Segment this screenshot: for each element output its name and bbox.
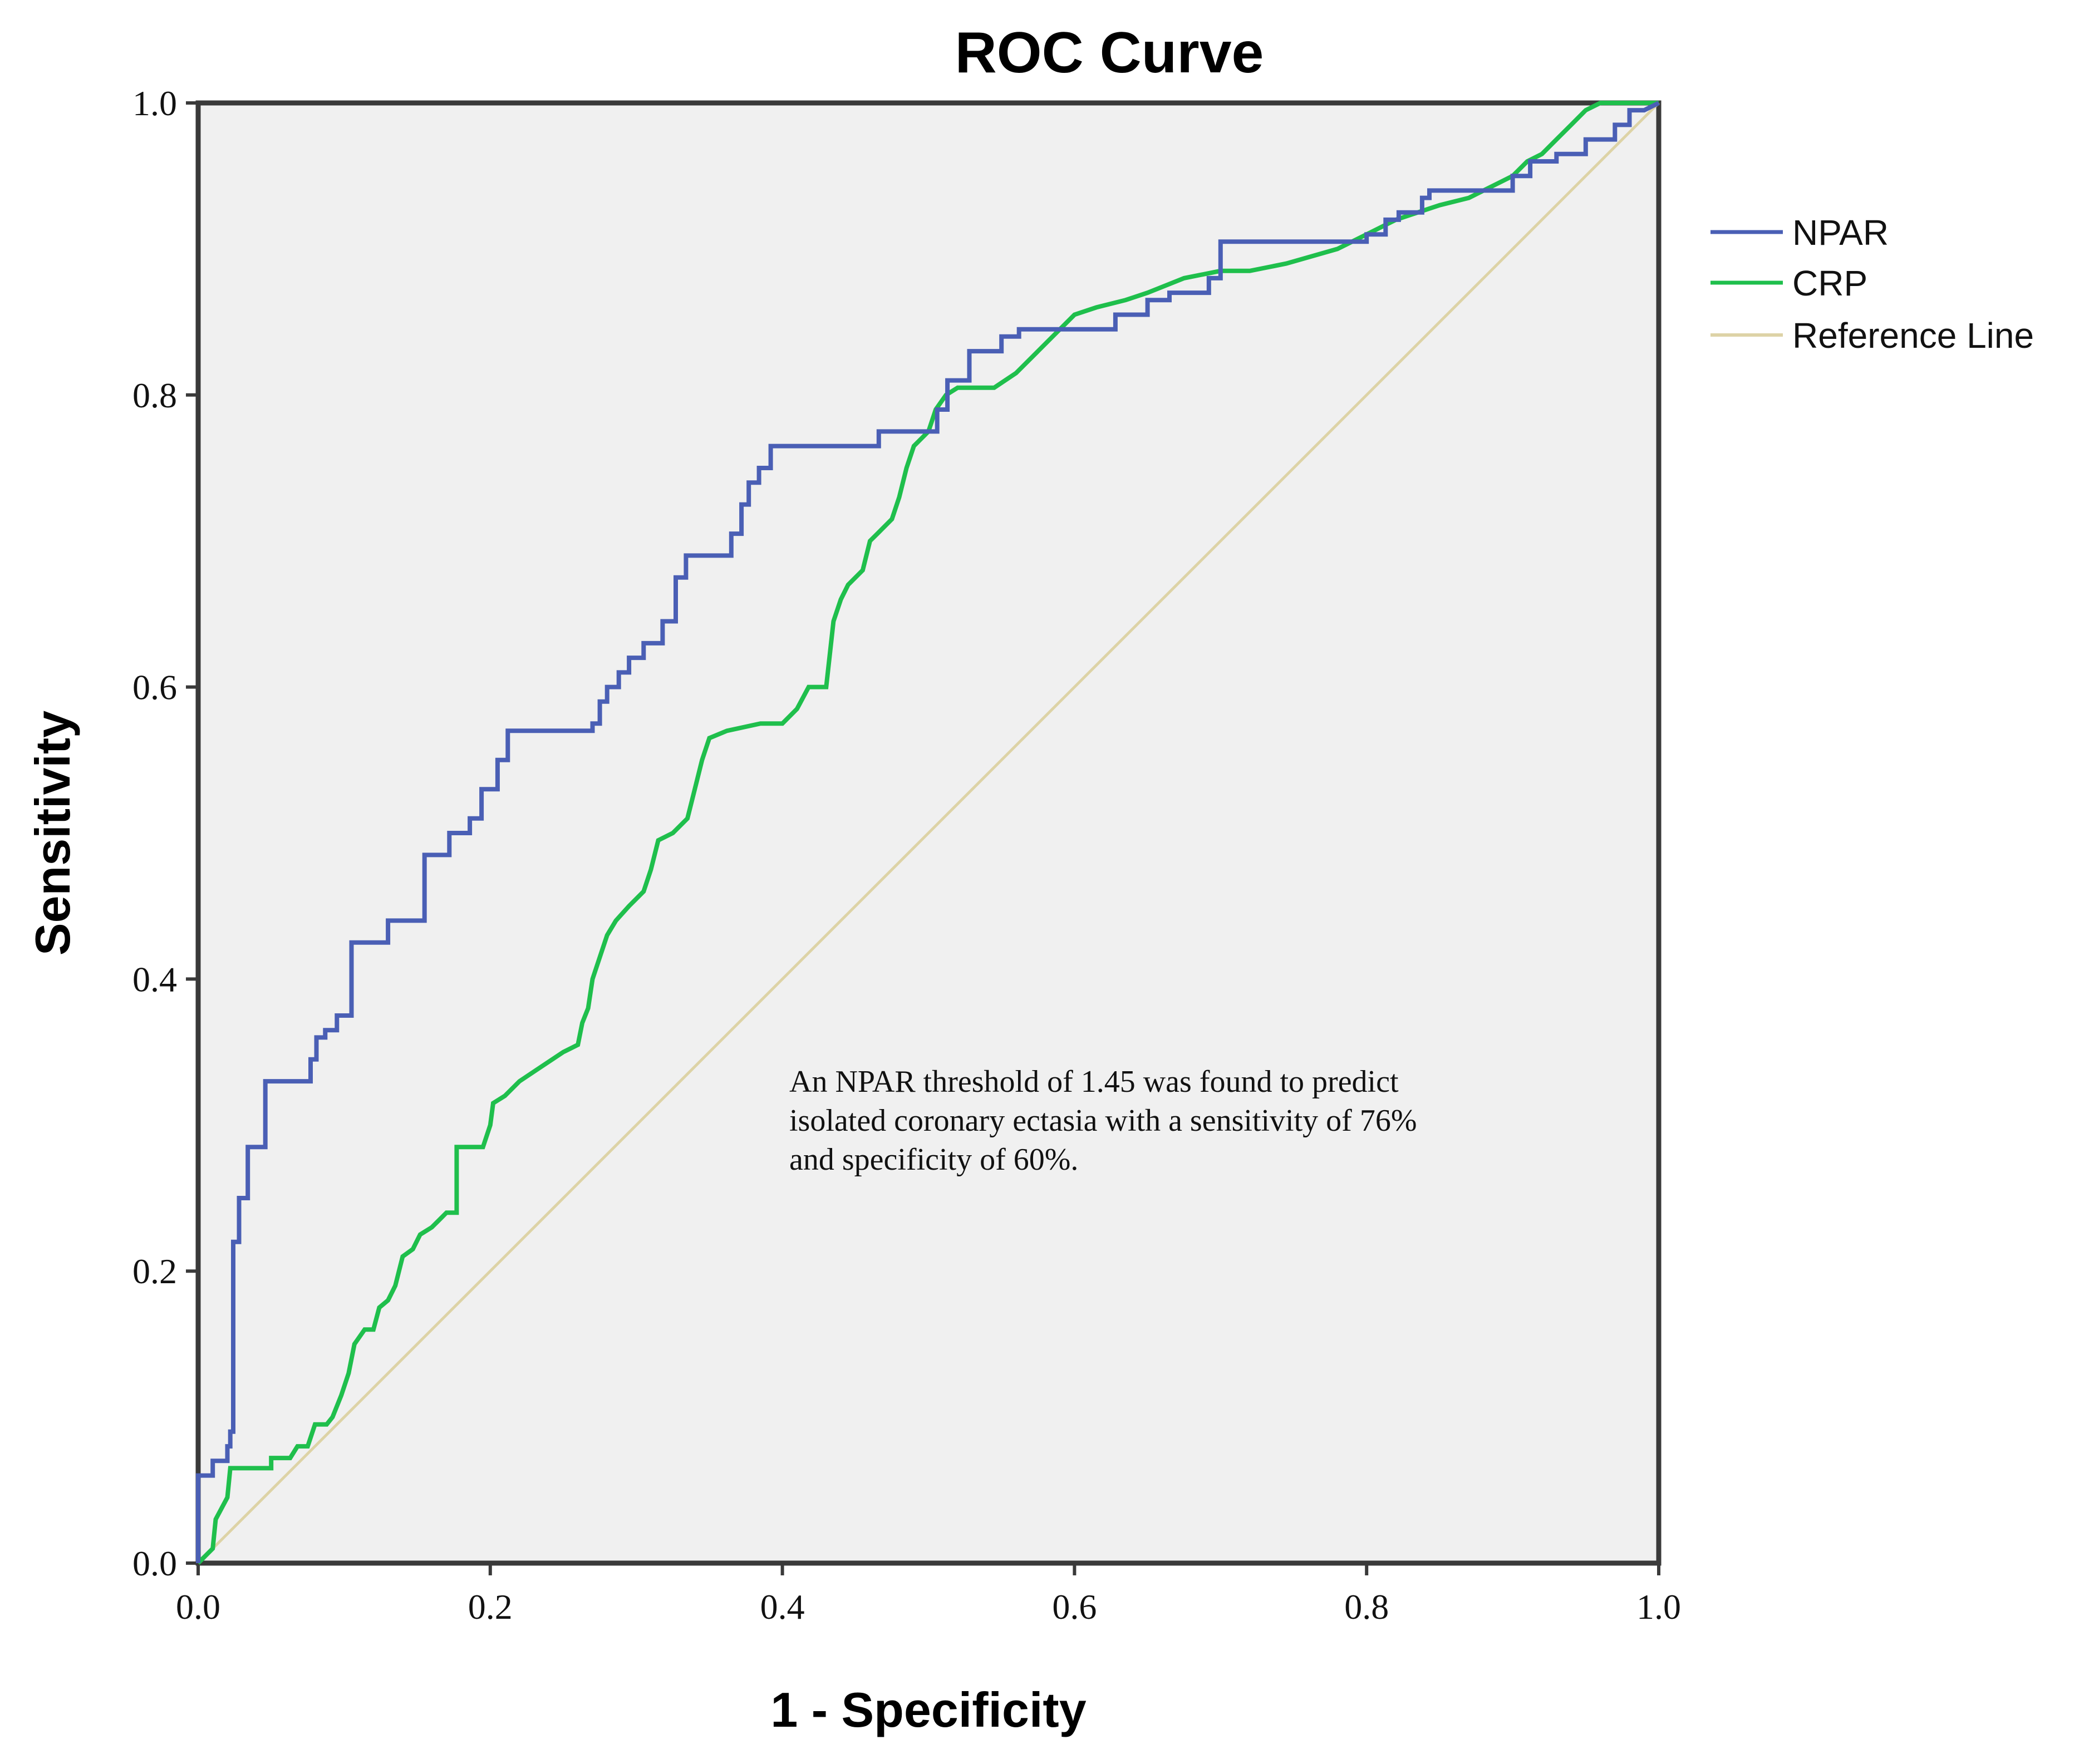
x-tick-label: 1.0 [1636,1587,1681,1627]
x-tick-label: 0.8 [1344,1587,1389,1627]
legend-label-npar: NPAR [1792,213,1889,253]
chart-title: ROC Curve [955,21,1264,85]
series-line-crp [196,101,1659,1565]
x-tick-label: 0.0 [176,1587,220,1627]
y-tick-label: 0.4 [132,959,177,999]
y-tick-label: 1.0 [132,83,177,123]
legend-label-reference-line: Reference Line [1792,316,2034,356]
annotation-line-3: and specificity of 60%. [789,1142,1078,1177]
legend: NPAR CRP Reference Line [1710,213,2034,356]
x-tick-label: 0.2 [468,1587,513,1627]
annotation-line-2: isolated coronary ectasia with a sensiti… [789,1103,1417,1138]
x-tick-label: 0.4 [760,1587,805,1627]
annotation: An NPAR threshold of 1.45 was found to p… [789,1065,1417,1177]
y-axis-label: Sensitivity [25,711,80,955]
y-tick-label: 0.6 [132,668,177,707]
y-tick-label: 0.2 [132,1251,177,1291]
legend-label-crp: CRP [1792,263,1867,303]
axis-ticks: 0.0 0.2 0.4 0.6 0.8 1.0 0.0 0.2 0.4 0.6 0.8 1.0 [132,83,1681,1627]
series-lines [196,101,1660,1565]
x-axis-label: 1 - Specificity [770,1682,1086,1737]
annotation-line-1: An NPAR threshold of 1.45 was found to p… [789,1065,1399,1099]
y-tick-label: 0.0 [132,1544,177,1583]
series-line-npar [196,101,1660,1563]
y-tick-label: 0.8 [132,376,177,415]
series-line-reference-line [197,102,1660,1564]
x-tick-label: 0.6 [1052,1587,1097,1627]
